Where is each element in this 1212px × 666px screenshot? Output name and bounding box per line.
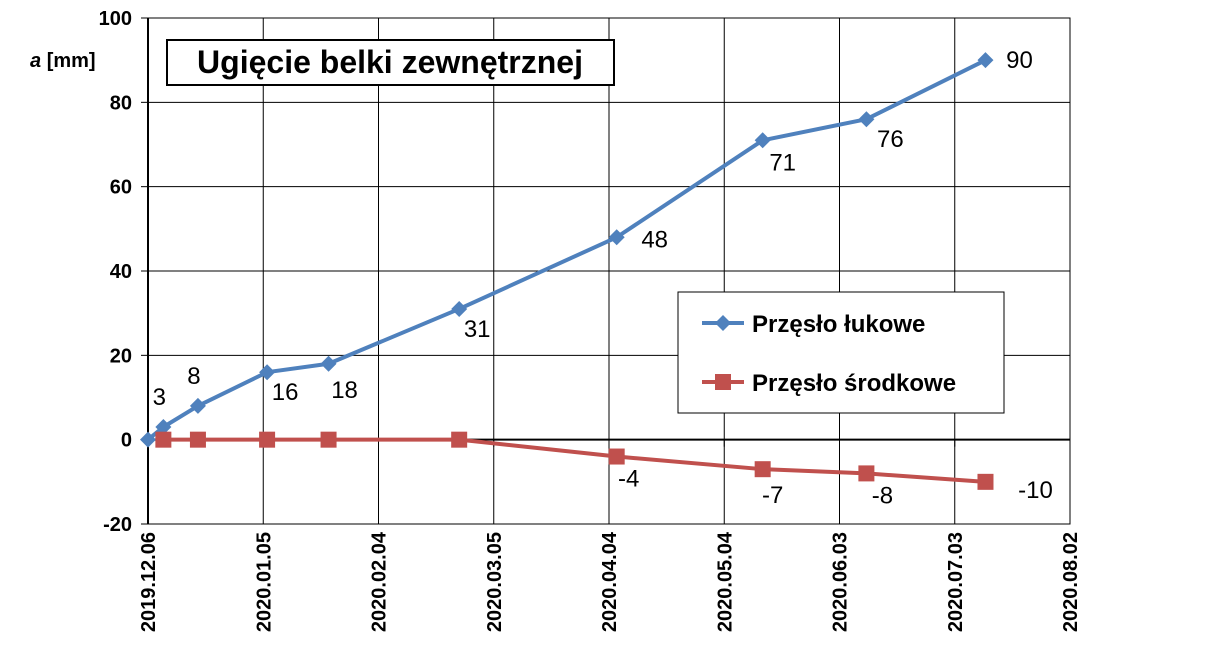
data-label-przeslo-lukowe: 16 <box>272 379 299 406</box>
data-label-przeslo-lukowe: 71 <box>769 149 796 176</box>
y-tick-label: 40 <box>110 261 132 283</box>
y-ticks: -20 0 20 40 60 80 100 <box>99 8 132 536</box>
y-tick-label: 0 <box>121 430 132 452</box>
y-tick-label: 80 <box>110 92 132 114</box>
data-point-przeslo-srodkowe <box>259 431 276 448</box>
series-layer <box>140 52 994 490</box>
data-point-przeslo-srodkowe <box>451 431 468 448</box>
data-labels: 38 16 18 31 48 71 76 90 -4 -7 -8 -10 <box>153 47 1053 509</box>
data-point-przeslo-srodkowe <box>754 461 771 478</box>
chart-title: Ugięcie belki zewnętrznej <box>197 44 583 80</box>
data-label-przeslo-lukowe: 48 <box>641 226 668 253</box>
x-tick-label: 2020.06.03 <box>830 532 852 632</box>
data-point-przeslo-lukowe <box>451 300 468 317</box>
grid <box>147 17 1071 525</box>
data-label-przeslo-lukowe: 8 <box>187 363 200 390</box>
x-tick-label: 2020.07.03 <box>945 532 967 632</box>
data-point-przeslo-srodkowe <box>320 431 337 448</box>
y-tick-label: -20 <box>103 514 132 536</box>
data-point-przeslo-lukowe <box>320 355 337 372</box>
x-ticks: 2019.12.06 2020.01.05 2020.02.04 2020.03.05… <box>138 531 1082 632</box>
data-point-przeslo-lukowe <box>189 397 206 414</box>
data-point-przeslo-lukowe <box>858 111 875 128</box>
data-label-przeslo-lukowe: 18 <box>331 377 358 404</box>
data-point-przeslo-lukowe <box>140 431 156 448</box>
data-label-przeslo-srodkowe: -8 <box>872 482 893 509</box>
legend-label-przeslo-lukowe: Przęsło łukowe <box>752 311 925 338</box>
data-point-przeslo-srodkowe <box>189 431 206 448</box>
data-point-przeslo-srodkowe <box>155 431 172 448</box>
x-tick-label: 2020.08.02 <box>1060 532 1082 632</box>
data-point-przeslo-lukowe <box>754 132 771 149</box>
x-tick-label: 2020.01.05 <box>253 532 275 632</box>
data-point-przeslo-srodkowe <box>977 473 994 490</box>
y-axis-label: a [mm] <box>30 50 96 72</box>
data-label-przeslo-lukowe: 31 <box>464 316 491 343</box>
legend-marker-przeslo-lukowe <box>715 315 731 331</box>
data-point-przeslo-lukowe <box>155 419 172 436</box>
x-tick-label: 2020.05.04 <box>714 531 736 632</box>
data-label-przeslo-srodkowe: -7 <box>762 482 783 509</box>
title-box: Ugięcie belki zewnętrznej <box>166 39 615 86</box>
x-tick-label: 2019.12.06 <box>138 532 160 632</box>
legend: Przęsło łukowe Przęsło środkowe <box>677 291 1005 414</box>
data-label-przeslo-srodkowe: -10 <box>1018 477 1053 504</box>
data-point-przeslo-lukowe <box>259 364 276 381</box>
data-point-przeslo-srodkowe <box>858 465 875 482</box>
y-tick-label: 20 <box>110 345 132 367</box>
data-label-przeslo-lukowe: 90 <box>1006 47 1033 74</box>
y-axis-unit: [mm] <box>47 50 96 72</box>
data-label-przeslo-srodkowe: -4 <box>618 466 639 493</box>
data-point-przeslo-srodkowe <box>608 448 625 465</box>
x-tick-label: 2020.02.04 <box>369 531 391 632</box>
data-label-przeslo-lukowe: 76 <box>877 126 904 153</box>
y-tick-label: 60 <box>110 177 132 199</box>
series-line-przeslo-lukowe <box>146 58 987 442</box>
y-axis-symbol: a <box>30 50 41 72</box>
data-point-przeslo-lukowe <box>977 52 994 69</box>
x-tick-label: 2020.04.04 <box>599 531 621 632</box>
y-tick-label: 100 <box>99 8 132 30</box>
data-label-przeslo-lukowe: 3 <box>153 384 166 411</box>
legend-marker-przeslo-srodkowe <box>715 374 731 390</box>
x-tick-label: 2020.03.05 <box>484 532 506 632</box>
data-point-przeslo-lukowe <box>608 229 625 246</box>
legend-label-przeslo-srodkowe: Przęsło środkowe <box>752 370 956 397</box>
